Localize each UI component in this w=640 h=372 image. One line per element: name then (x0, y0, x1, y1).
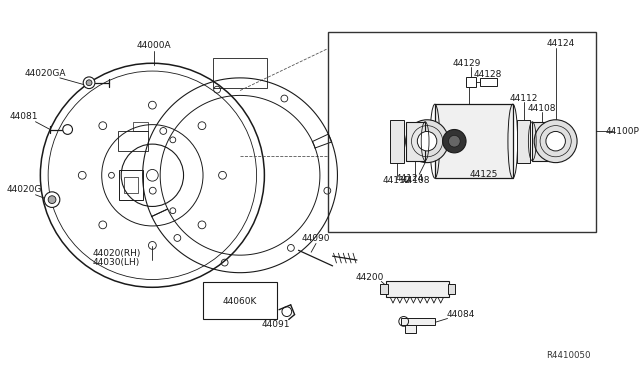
Circle shape (546, 131, 565, 151)
Text: 44030(LH): 44030(LH) (93, 259, 140, 267)
Circle shape (48, 196, 56, 203)
Text: 44000A: 44000A (137, 41, 172, 50)
Bar (390, 120, 404, 163)
Circle shape (44, 192, 60, 208)
Bar (479, 78, 497, 86)
Text: 44112: 44112 (383, 176, 411, 185)
Text: 44108: 44108 (528, 103, 556, 113)
Bar (133, 122, 147, 131)
Text: 44081: 44081 (10, 112, 38, 121)
Bar (119, 170, 143, 200)
Text: 44124: 44124 (396, 174, 424, 183)
Circle shape (83, 77, 95, 89)
Bar (380, 284, 388, 294)
Circle shape (534, 120, 577, 163)
Text: 44084: 44084 (447, 310, 476, 319)
Text: 44128: 44128 (473, 70, 502, 80)
Text: 44200: 44200 (355, 273, 384, 282)
Bar (404, 325, 417, 333)
Text: 44125: 44125 (469, 170, 498, 179)
Circle shape (63, 125, 72, 134)
Text: 44090: 44090 (302, 234, 330, 243)
Bar (212, 58, 268, 88)
Circle shape (443, 129, 466, 153)
Bar (386, 282, 449, 297)
Text: 44020GA: 44020GA (24, 68, 66, 77)
Text: 44091: 44091 (262, 320, 291, 329)
Bar (466, 77, 476, 87)
Bar (406, 122, 425, 161)
Circle shape (406, 120, 449, 163)
Text: 44124: 44124 (547, 39, 575, 48)
Bar (401, 318, 435, 325)
Text: 44020G: 44020G (6, 185, 42, 195)
Bar (435, 104, 513, 178)
Circle shape (449, 135, 460, 147)
Circle shape (86, 80, 92, 86)
Text: 44108: 44108 (401, 176, 429, 185)
Text: 44129: 44129 (453, 59, 481, 68)
Text: 44100P: 44100P (606, 127, 640, 136)
Bar (328, 32, 596, 232)
Text: 44020(RH): 44020(RH) (92, 249, 141, 258)
Text: 44112: 44112 (509, 94, 538, 103)
Text: R4410050: R4410050 (546, 351, 591, 360)
Bar (124, 177, 138, 193)
Bar (203, 282, 277, 320)
Circle shape (417, 131, 437, 151)
Text: 44060K: 44060K (223, 298, 257, 307)
Bar (118, 131, 147, 151)
Bar (532, 122, 552, 161)
Bar (516, 120, 531, 163)
Bar (447, 284, 455, 294)
